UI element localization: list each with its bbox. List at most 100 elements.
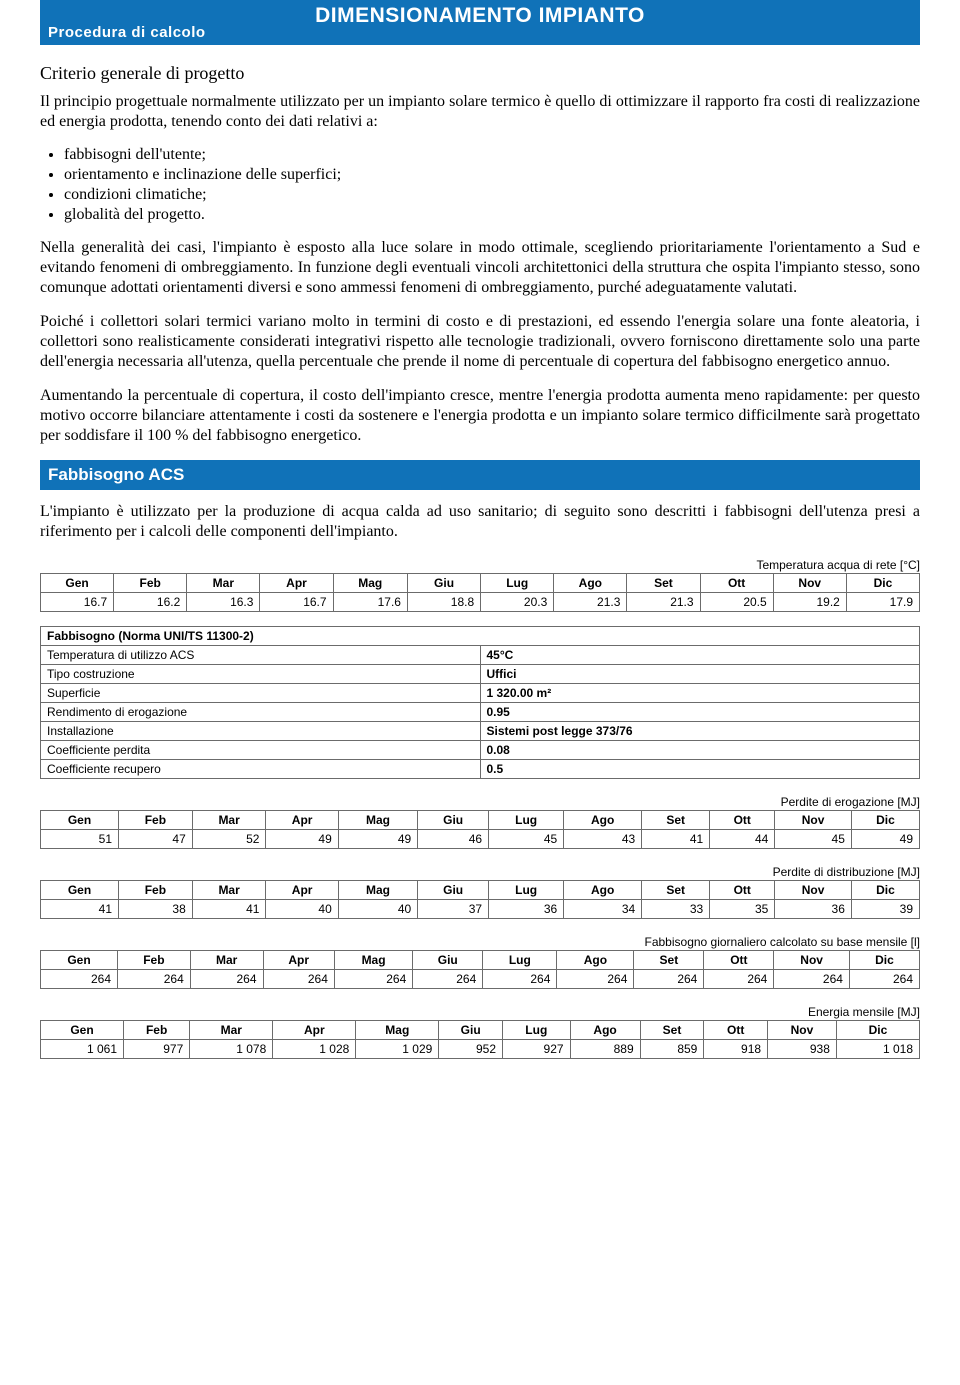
month-header: Giu xyxy=(418,811,489,830)
month-header: Mag xyxy=(333,574,407,593)
fabb-giorn-table: GenFebMarAprMagGiuLugAgoSetOttNovDic 264… xyxy=(40,950,920,989)
kv-value: 0.08 xyxy=(480,741,920,760)
table-data-row: 413841404037363433353639 xyxy=(41,900,920,919)
data-cell: 1 061 xyxy=(41,1040,124,1059)
perdite-distr-caption: Perdite di distribuzione [MJ] xyxy=(40,865,920,879)
data-cell: 41 xyxy=(41,900,119,919)
norma-table: Fabbisogno (Norma UNI/TS 11300-2) Temper… xyxy=(40,626,920,779)
month-header: Lug xyxy=(483,951,557,970)
perdite-erog-caption: Perdite di erogazione [MJ] xyxy=(40,795,920,809)
table-data-row: 514752494946454341444549 xyxy=(41,830,920,849)
data-cell: 19.2 xyxy=(773,593,846,612)
data-cell: 264 xyxy=(849,970,919,989)
month-header: Giu xyxy=(439,1021,503,1040)
data-cell: 46 xyxy=(418,830,489,849)
data-cell: 47 xyxy=(119,830,193,849)
criterio-para2: Nella generalità dei casi, l'impianto è … xyxy=(40,238,920,298)
data-cell: 264 xyxy=(334,970,412,989)
data-cell: 34 xyxy=(564,900,642,919)
data-cell: 889 xyxy=(570,1040,640,1059)
month-header: Lug xyxy=(503,1021,571,1040)
month-header: Ott xyxy=(710,811,775,830)
month-header: Ago xyxy=(564,811,642,830)
data-cell: 977 xyxy=(124,1040,190,1059)
month-header: Ago xyxy=(554,574,627,593)
fabbisogno-band: Fabbisogno ACS xyxy=(40,460,920,490)
data-cell: 16.3 xyxy=(187,593,260,612)
month-header: Apr xyxy=(266,811,338,830)
month-header: Mag xyxy=(356,1021,439,1040)
month-header: Set xyxy=(642,881,710,900)
data-cell: 37 xyxy=(418,900,489,919)
month-header: Dic xyxy=(849,951,919,970)
data-cell: 38 xyxy=(119,900,193,919)
data-cell: 49 xyxy=(338,830,417,849)
data-cell: 1 018 xyxy=(836,1040,919,1059)
month-header: Mag xyxy=(338,881,417,900)
table-data-row: 264264264264264264264264264264264264 xyxy=(41,970,920,989)
month-header: Set xyxy=(627,574,700,593)
month-header: Set xyxy=(642,811,710,830)
month-header: Ott xyxy=(704,1021,768,1040)
kv-label: Installazione xyxy=(41,722,481,741)
data-cell: 20.5 xyxy=(700,593,773,612)
perdite-erog-table: GenFebMarAprMagGiuLugAgoSetOttNovDic 514… xyxy=(40,810,920,849)
kv-row: Temperatura di utilizzo ACS45°C xyxy=(41,646,920,665)
month-header: Nov xyxy=(773,574,846,593)
kv-label: Temperatura di utilizzo ACS xyxy=(41,646,481,665)
month-header: Apr xyxy=(263,951,334,970)
bullet-item: condizioni climatiche; xyxy=(64,186,920,204)
month-header: Feb xyxy=(119,881,193,900)
bullet-item: fabbisogni dell'utente; xyxy=(64,146,920,164)
data-cell: 18.8 xyxy=(407,593,480,612)
data-cell: 1 029 xyxy=(356,1040,439,1059)
kv-label: Rendimento di erogazione xyxy=(41,703,481,722)
data-cell: 264 xyxy=(263,970,334,989)
month-header: Mar xyxy=(192,881,266,900)
data-cell: 41 xyxy=(192,900,266,919)
data-cell: 952 xyxy=(439,1040,503,1059)
month-header: Ago xyxy=(570,1021,640,1040)
kv-row: InstallazioneSistemi post legge 373/76 xyxy=(41,722,920,741)
month-header: Lug xyxy=(489,881,564,900)
table-header-row: GenFebMarAprMagGiuLugAgoSetOttNovDic xyxy=(41,1021,920,1040)
month-header: Set xyxy=(640,1021,704,1040)
data-cell: 938 xyxy=(768,1040,837,1059)
kv-value: 0.5 xyxy=(480,760,920,779)
month-header: Ago xyxy=(564,881,642,900)
fabbisogno-intro: L'impianto è utilizzato per la produzion… xyxy=(40,502,920,542)
month-header: Gen xyxy=(41,1021,124,1040)
month-header: Dic xyxy=(846,574,919,593)
month-header: Giu xyxy=(413,951,483,970)
month-header: Feb xyxy=(114,574,187,593)
kv-label: Tipo costruzione xyxy=(41,665,481,684)
table-header-row: GenFebMarAprMagGiuLugAgoSetOttNovDic xyxy=(41,881,920,900)
data-cell: 264 xyxy=(413,970,483,989)
header-band: DIMENSIONAMENTO IMPIANTO Procedura di ca… xyxy=(40,0,920,45)
kv-row: Rendimento di erogazione0.95 xyxy=(41,703,920,722)
data-cell: 20.3 xyxy=(481,593,554,612)
month-header: Feb xyxy=(124,1021,190,1040)
month-header: Apr xyxy=(266,881,338,900)
data-cell: 264 xyxy=(118,970,191,989)
kv-row: Coefficiente recupero0.5 xyxy=(41,760,920,779)
kv-label: Coefficiente recupero xyxy=(41,760,481,779)
data-cell: 17.6 xyxy=(333,593,407,612)
data-cell: 264 xyxy=(704,970,774,989)
data-cell: 51 xyxy=(41,830,119,849)
kv-row: Superficie1 320.00 m² xyxy=(41,684,920,703)
month-header: Nov xyxy=(774,951,850,970)
data-cell: 36 xyxy=(775,900,852,919)
data-cell: 41 xyxy=(642,830,710,849)
criterio-bullets: fabbisogni dell'utente; orientamento e i… xyxy=(64,146,920,224)
month-header: Ott xyxy=(710,881,775,900)
data-cell: 40 xyxy=(266,900,338,919)
month-header: Dic xyxy=(851,811,919,830)
criterio-para4: Aumentando la percentuale di copertura, … xyxy=(40,386,920,446)
criterio-para3: Poiché i collettori solari termici varia… xyxy=(40,312,920,372)
data-cell: 49 xyxy=(266,830,338,849)
data-cell: 16.7 xyxy=(41,593,114,612)
month-header: Lug xyxy=(489,811,564,830)
kv-row: Tipo costruzioneUffici xyxy=(41,665,920,684)
month-header: Mar xyxy=(192,811,266,830)
